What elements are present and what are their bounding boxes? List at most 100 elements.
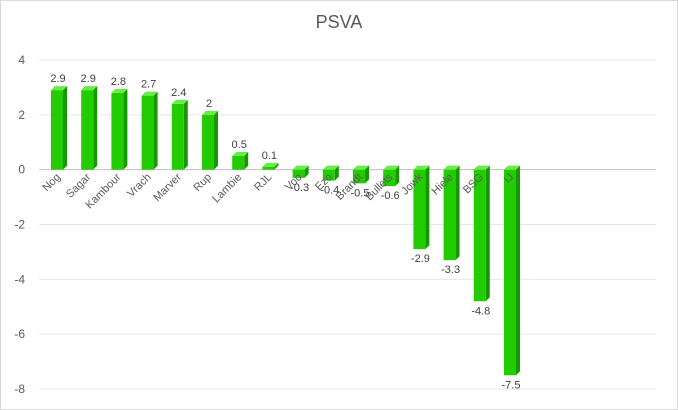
bar-side <box>455 165 460 261</box>
bar-top <box>504 165 520 170</box>
bar-top <box>262 162 279 167</box>
data-label: -4.8 <box>471 305 490 317</box>
bar-front <box>504 169 516 376</box>
data-label: 2.7 <box>141 79 156 91</box>
bar-front <box>81 90 94 170</box>
bar-front <box>383 169 396 187</box>
bar-top <box>171 99 188 104</box>
bar-front <box>413 169 426 250</box>
category-label: Rup <box>191 171 214 194</box>
bar <box>413 165 430 250</box>
data-label: -7.5 <box>502 379 521 391</box>
bar <box>383 165 400 187</box>
bar-side <box>365 165 369 184</box>
bar-front <box>473 169 486 302</box>
data-label: -0.4 <box>320 185 339 197</box>
y-axis-ticks: 4 2 0 -2 -4 -6 -8 <box>14 53 25 396</box>
data-label: 2.9 <box>50 73 65 85</box>
bar <box>504 165 520 376</box>
bar-front <box>141 95 154 170</box>
bar-side <box>304 165 309 178</box>
bar-top <box>232 151 249 156</box>
category-label: RJL <box>252 171 274 193</box>
bar-front <box>353 169 365 184</box>
chart-title: PSVA <box>316 12 363 32</box>
bar-front <box>171 103 184 170</box>
bar-top <box>141 91 158 96</box>
bar-top <box>292 165 309 170</box>
bar-top <box>322 165 339 170</box>
bar-side <box>516 165 520 376</box>
bar-top <box>81 86 98 91</box>
data-label: -0.5 <box>351 187 370 199</box>
bar-front <box>111 92 124 170</box>
data-label: 0.5 <box>232 139 247 151</box>
bar-top <box>473 165 490 170</box>
data-label: 2.8 <box>111 76 126 88</box>
category-label: Marver <box>151 171 184 204</box>
bar <box>292 165 309 178</box>
data-label: 2 <box>206 98 212 110</box>
y-tick-label: -8 <box>14 382 25 396</box>
bar <box>443 165 460 261</box>
bar-top <box>353 165 369 170</box>
bar <box>111 88 128 170</box>
bar-top <box>51 86 67 91</box>
bar-top <box>443 165 460 170</box>
bars <box>51 86 520 376</box>
bar <box>51 86 67 170</box>
data-label: -2.9 <box>411 253 430 265</box>
bar-front <box>202 114 214 170</box>
bar <box>202 110 218 170</box>
data-labels: 2.9 2.9 2.8 2.7 2.4 2 0.5 0.1 -0.3 -0.4 -0.5 -0.6 -2… <box>50 73 520 391</box>
bar-side <box>274 162 279 170</box>
category-label: Vrach <box>125 171 154 200</box>
data-label: -0.3 <box>290 182 309 194</box>
bar-top <box>202 110 218 115</box>
y-tick-label: 0 <box>18 163 25 177</box>
y-tick-label: -2 <box>14 218 25 232</box>
bar <box>81 86 98 170</box>
bar-side <box>395 165 400 187</box>
y-tick-label: -6 <box>14 327 25 341</box>
bar <box>262 162 279 170</box>
data-label: 2.9 <box>81 73 96 85</box>
bar-side <box>183 99 188 170</box>
data-label: 0.1 <box>262 150 277 162</box>
bar-side <box>425 165 430 250</box>
category-label: Lambie <box>210 171 244 205</box>
gridlines <box>39 59 656 390</box>
data-label: 2.4 <box>171 87 186 99</box>
y-tick-label: 4 <box>18 53 25 67</box>
bar-side <box>214 110 218 170</box>
bar <box>322 165 339 181</box>
category-label: Nog <box>40 171 63 194</box>
bar-side <box>63 86 67 170</box>
bar-side <box>153 91 158 170</box>
data-label: -0.6 <box>381 190 400 202</box>
bar <box>353 165 369 184</box>
bar-top <box>413 165 430 170</box>
bar-front <box>292 169 305 178</box>
bar-top <box>383 165 400 170</box>
data-label: -3.3 <box>441 264 460 276</box>
bar <box>473 165 490 302</box>
bar-front <box>262 166 275 170</box>
bar-side <box>93 86 98 170</box>
bar <box>171 99 188 170</box>
bar-side <box>334 165 339 181</box>
bar-side <box>123 88 128 170</box>
bar-top <box>111 88 128 93</box>
y-tick-label: -4 <box>14 272 25 286</box>
bar-side <box>485 165 490 302</box>
bar-side <box>244 151 249 170</box>
bar <box>141 91 158 170</box>
bar-front <box>232 155 245 170</box>
bar-front <box>322 169 335 181</box>
y-tick-label: 2 <box>18 108 25 122</box>
bar-front <box>51 90 63 170</box>
bar <box>232 151 249 170</box>
bar-front <box>443 169 456 261</box>
